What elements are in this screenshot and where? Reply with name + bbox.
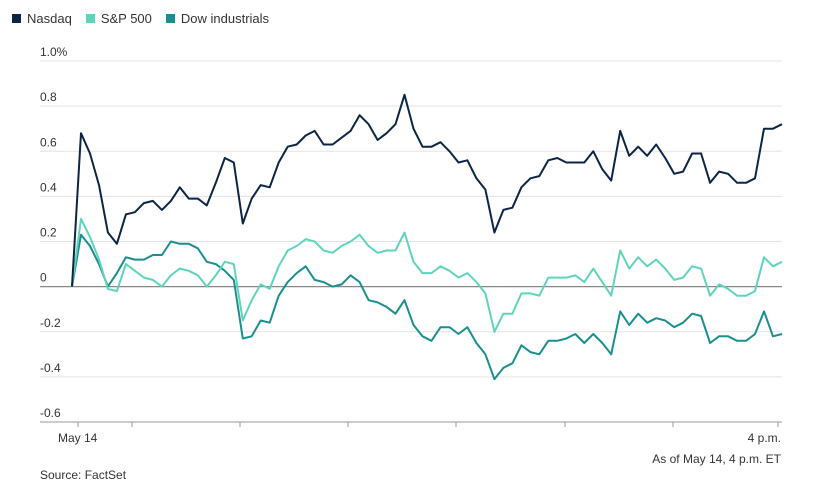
legend-item-nasdaq: Nasdaq	[12, 11, 72, 26]
legend-item-dow: Dow industrials	[165, 11, 270, 26]
y-tick-label: 0.8	[40, 90, 57, 104]
legend-label-sp500: S&P 500	[100, 11, 152, 26]
legend-swatch-sp500	[85, 14, 95, 23]
series-line-dow	[71, 233, 783, 381]
chart-legend: Nasdaq S&P 500 Dow industrials	[12, 11, 269, 26]
as-of-note: As of May 14, 4 p.m. ET	[652, 452, 781, 466]
series-line-nasdaq	[71, 93, 783, 287]
y-tick-label: -0.4	[40, 361, 61, 375]
y-tick-label: 0.4	[40, 180, 57, 194]
legend-label-nasdaq: Nasdaq	[27, 11, 72, 26]
y-tick-label: 0.2	[40, 226, 57, 240]
y-tick-label: 0	[40, 271, 47, 285]
y-tick-label: -0.6	[40, 406, 61, 420]
legend-item-sp500: S&P 500	[85, 11, 152, 26]
x-tick-label-end: 4 p.m.	[748, 431, 781, 445]
y-tick-label: 0.6	[40, 135, 57, 149]
legend-label-dow: Dow industrials	[180, 11, 270, 26]
x-tick-label-start: May 14	[58, 431, 98, 445]
legend-swatch-dow	[165, 14, 175, 23]
legend-swatch-nasdaq	[12, 14, 21, 23]
source-note: Source: FactSet	[40, 468, 127, 482]
y-tick-label: -0.2	[40, 316, 61, 330]
series-line-sp500	[71, 217, 783, 333]
y-tick-label: 1.0%	[40, 45, 68, 59]
